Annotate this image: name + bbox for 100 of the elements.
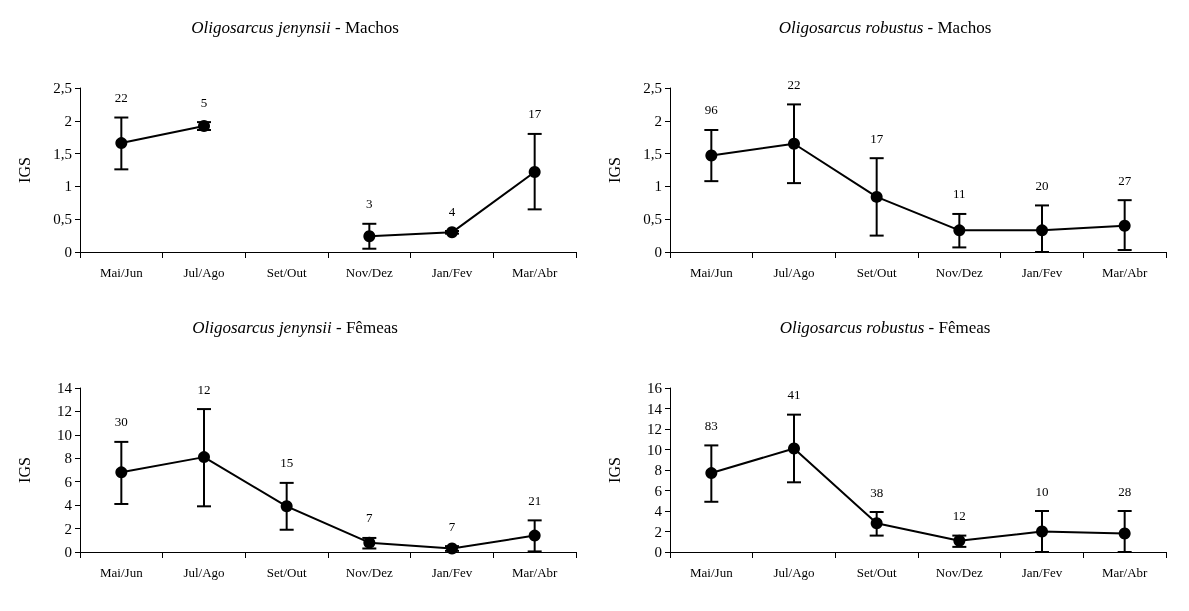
x-tick-label: Mar/Abr — [511, 265, 559, 280]
point — [870, 517, 883, 530]
y-tick-label: 1 — [64, 178, 72, 195]
y-tick-label: 1,5 — [643, 145, 662, 162]
annotation: 30 — [114, 414, 128, 430]
point — [705, 467, 718, 480]
x-tick-label: Nov/Dez — [935, 565, 984, 580]
point — [115, 466, 128, 479]
y-tick-label: 1,5 — [53, 145, 72, 162]
point — [528, 529, 541, 542]
point — [115, 137, 128, 150]
x-tick-label: Mai/Jun — [690, 565, 734, 580]
x-tick-label: Mai/Jun — [100, 265, 144, 280]
annotation: 22 — [114, 90, 128, 106]
annotation: 5 — [200, 94, 208, 110]
annotation: 10 — [1035, 483, 1049, 499]
point — [1036, 525, 1048, 538]
y-tick-label: 0 — [654, 244, 662, 260]
annotation: 12 — [952, 508, 966, 524]
annotation: 21 — [528, 492, 542, 508]
point — [870, 190, 883, 203]
x-tick-label: Set/Out — [266, 265, 307, 280]
annotation: 28 — [1118, 483, 1132, 499]
y-tick-label: 2 — [64, 520, 72, 537]
y-tick-label: 14 — [647, 400, 663, 417]
x-tick-label: Nov/Dez — [345, 265, 394, 280]
y-tick-label: 0 — [64, 244, 72, 260]
x-tick-label: Mai/Jun — [690, 265, 734, 280]
annotation: 20 — [1035, 177, 1049, 193]
y-tick-label: 8 — [654, 462, 662, 478]
annotation: 27 — [1118, 172, 1132, 188]
y-tick-label: 0 — [64, 544, 72, 560]
y-tick-label: 6 — [64, 473, 73, 490]
point — [788, 442, 800, 455]
y-tick-label: 2 — [654, 112, 662, 129]
point — [446, 542, 458, 555]
x-tick-label: Set/Out — [856, 265, 897, 280]
point — [528, 165, 541, 178]
chart-title: Oligosarcus jenynsii - Fêmeas — [192, 318, 398, 337]
point — [446, 226, 458, 239]
y-tick-label: 2,5 — [53, 80, 72, 96]
point — [1118, 219, 1131, 232]
y-tick-label: 14 — [57, 380, 73, 396]
y-tick-label: 0 — [654, 544, 662, 560]
point — [280, 500, 293, 513]
x-tick-label: Mar/Abr — [1101, 265, 1149, 280]
point — [788, 137, 800, 150]
x-tick-label: Jan/Fev — [1021, 565, 1063, 580]
annotation: 12 — [197, 381, 211, 397]
y-tick-label: 10 — [647, 441, 662, 458]
annotation: 4 — [448, 203, 456, 219]
y-tick-label: 0,5 — [53, 211, 72, 228]
x-tick-label: Jul/Ago — [773, 265, 815, 280]
x-tick-label: Mar/Abr — [511, 565, 559, 580]
y-tick-label: 12 — [647, 421, 662, 437]
point — [953, 224, 966, 237]
y-tick-label: 10 — [57, 426, 72, 443]
y-tick-label: 2 — [64, 112, 72, 129]
annotation: 22 — [787, 76, 801, 92]
y-tick-label: 12 — [57, 403, 72, 420]
annotation: 3 — [366, 196, 373, 212]
annotation: 7 — [366, 510, 374, 526]
chart-title: Oligosarcus robustus - Fêmeas — [779, 318, 991, 337]
annotation: 11 — [953, 186, 966, 202]
y-tick-label: 4 — [654, 503, 663, 519]
x-tick-label: Jul/Ago — [773, 565, 815, 580]
x-tick-label: Jan/Fev — [431, 265, 473, 280]
x-tick-label: Jan/Fev — [1021, 265, 1063, 280]
x-tick-label: Mai/Jun — [100, 565, 144, 580]
y-tick-label: 1 — [654, 178, 662, 195]
point — [1118, 527, 1131, 540]
annotation: 17 — [528, 106, 542, 122]
x-tick-label: Jan/Fev — [431, 565, 473, 580]
point — [198, 120, 210, 133]
x-tick-label: Nov/Dez — [935, 265, 984, 280]
annotation: 17 — [870, 130, 884, 146]
point — [705, 149, 718, 162]
annotation: 38 — [870, 484, 884, 500]
annotation: 15 — [280, 455, 294, 471]
x-tick-label: Set/Out — [856, 565, 897, 580]
point — [1036, 224, 1048, 237]
x-tick-label: Jul/Ago — [183, 565, 225, 580]
y-tick-label: 6 — [654, 482, 663, 499]
y-tick-label: 0,5 — [643, 211, 662, 228]
chart-title: Oligosarcus jenynsii - Machos — [191, 18, 399, 37]
y-tick-label: 8 — [64, 450, 72, 467]
annotation: 96 — [704, 102, 719, 118]
y-tick-label: 2 — [654, 523, 662, 540]
x-tick-label: Jul/Ago — [183, 265, 225, 280]
chart-title: Oligosarcus robustus - Machos — [778, 18, 992, 37]
y-tick-label: 16 — [647, 380, 663, 396]
annotation: 7 — [448, 518, 456, 534]
x-tick-label: Nov/Dez — [345, 565, 394, 580]
y-axis-title: IGS — [15, 457, 33, 483]
y-tick-label: 4 — [64, 497, 73, 514]
y-tick-label: 2,5 — [643, 80, 662, 96]
annotation: 41 — [787, 387, 801, 403]
point — [198, 451, 210, 464]
y-axis-title: IGS — [15, 157, 33, 183]
annotation: 83 — [704, 417, 718, 433]
